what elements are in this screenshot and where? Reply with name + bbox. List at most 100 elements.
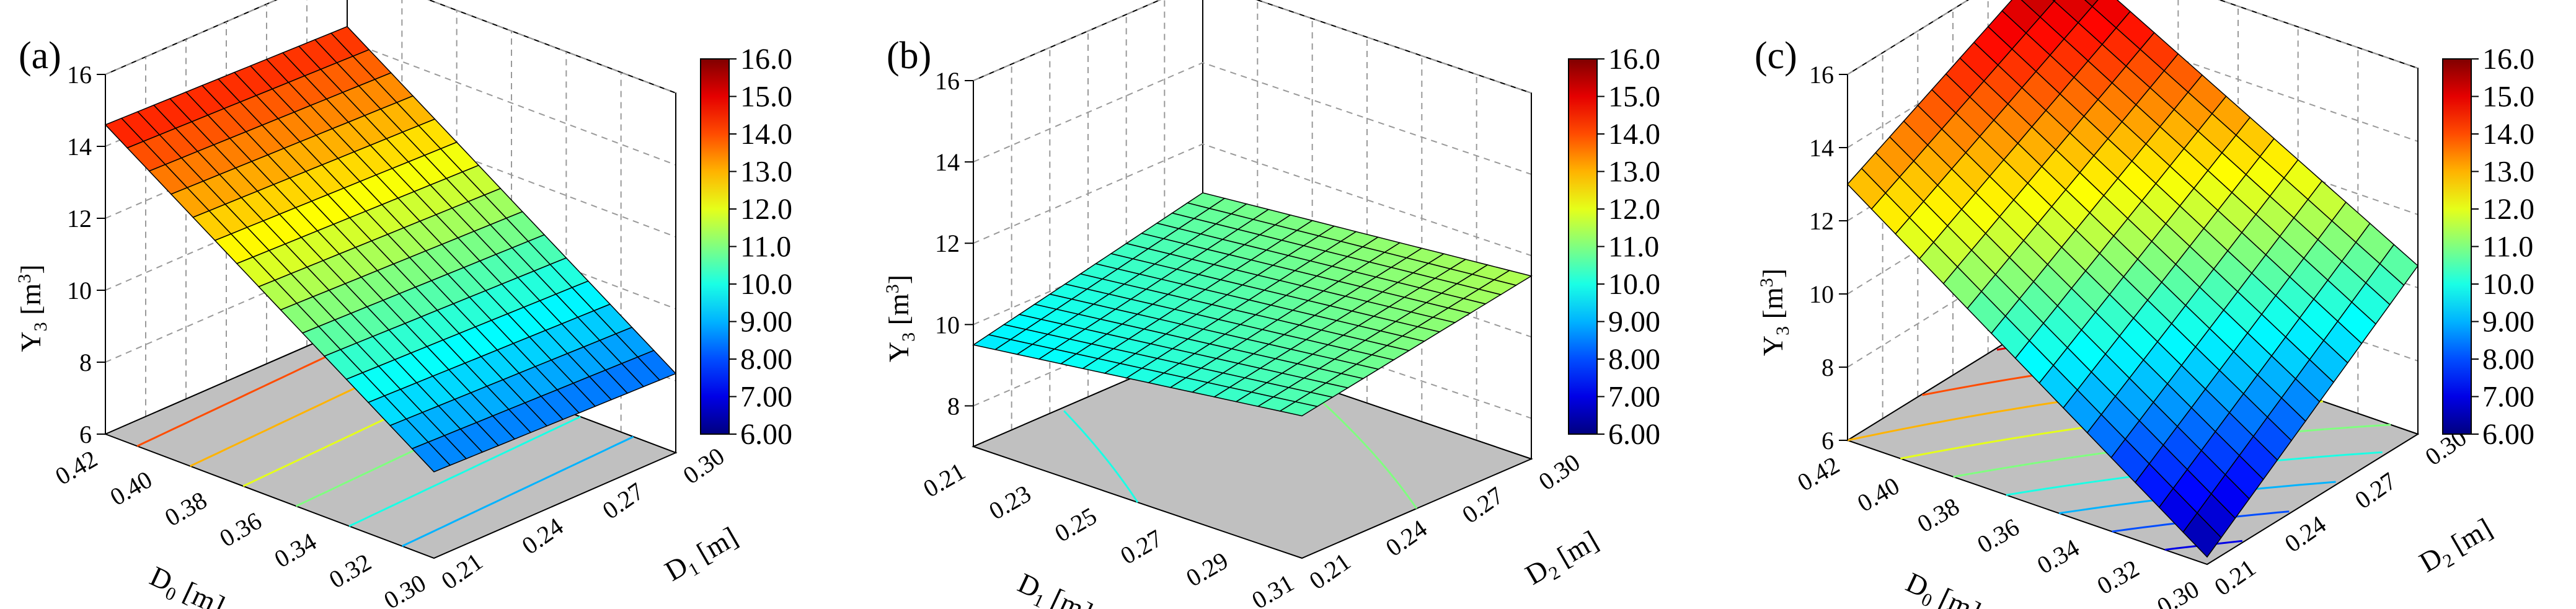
z-axis-title: Y3 [m3] [14, 264, 51, 352]
z-axis-title-unit: [m [15, 283, 46, 322]
x-axis-title-unit: [m] [172, 572, 229, 609]
z-tick-label: 14 [1809, 134, 1834, 162]
x-axis-title-unit: [m] [1040, 579, 1097, 609]
x-axis-title: D0 [m] [1900, 566, 1986, 609]
z-axis-title: Y3 [m3] [1756, 269, 1793, 356]
colorbar-label: 10.0 [1608, 268, 1660, 301]
colorbar-label: 15.0 [2482, 81, 2534, 113]
x-tick-label: 0.42 [1792, 451, 1844, 497]
x-tick-label: 0.31 [1247, 569, 1298, 609]
y-tick-label: 0.21 [2209, 553, 2260, 601]
colorbar-label: 13.0 [1608, 156, 1660, 189]
colorbar-label: 14.0 [740, 118, 792, 151]
colorbar-label: 8.00 [740, 343, 792, 376]
colorbar-label: 9.00 [1608, 306, 1660, 339]
z-tick-label: 6 [79, 420, 92, 448]
z-tick-label: 16 [1809, 61, 1834, 89]
panel-label: (b) [887, 35, 931, 77]
z-tick-label: 16 [67, 61, 92, 89]
colorbar-label: 7.00 [1608, 381, 1660, 414]
surface-cell [2084, 0, 2099, 7]
colorbar-label: 8.00 [2482, 343, 2534, 376]
floor-contour [402, 435, 634, 547]
colorbar-label: 12.0 [740, 193, 792, 226]
colorbar-label: 6.00 [2482, 418, 2534, 451]
x-tick-label: 0.32 [324, 548, 376, 593]
colorbar-label: 12.0 [2482, 193, 2534, 226]
z-axis-title-sup: 3 [882, 284, 903, 293]
x-tick-label: 0.32 [2092, 554, 2144, 600]
z-axis-title-main: Y [1757, 336, 1789, 356]
colorbar-label: 11.0 [1608, 231, 1659, 264]
colorbar-label: 7.00 [740, 381, 792, 414]
surface-cell [2182, 512, 2222, 558]
colorbar-label: 8.00 [1608, 343, 1660, 376]
z-tick-label: 12 [67, 205, 92, 233]
z-tick-label: 10 [1809, 280, 1834, 308]
colorbar-label: 16.0 [740, 43, 792, 76]
colorbar-label: 7.00 [2482, 381, 2534, 414]
z-tick-label: 10 [67, 277, 92, 304]
x-tick-label: 0.34 [270, 527, 321, 573]
colorbar-label: 13.0 [740, 156, 792, 189]
z-tick-label: 12 [935, 229, 960, 257]
colorbar-label: 14.0 [2482, 118, 2534, 151]
z-tick-label: 14 [67, 133, 92, 161]
surface-cell [411, 442, 451, 473]
colorbar-label: 15.0 [740, 81, 792, 113]
y-axis-title: D1 [m] [660, 520, 745, 590]
surface-cell [1278, 401, 1319, 417]
x-tick-label: 0.38 [1913, 492, 1964, 538]
y-tick-label: 0.30 [678, 442, 729, 489]
colorbar-label: 11.0 [740, 231, 791, 264]
x-tick-label: 0.34 [2032, 533, 2084, 579]
x-tick-label: 0.36 [215, 507, 266, 553]
colorbar [1568, 58, 1598, 435]
colorbar-label: 11.0 [2482, 231, 2533, 264]
x-tick-label: 0.21 [918, 457, 970, 503]
z-tick-label: 8 [1821, 353, 1834, 381]
z-axis-title-main: Y [883, 342, 914, 362]
x-tick-label: 0.30 [379, 569, 430, 609]
z-gridline [973, 0, 1532, 94]
x-tick-label: 0.25 [1050, 502, 1101, 548]
z-axis-title-close: ] [1757, 269, 1789, 278]
z-tick-label: 12 [1809, 207, 1834, 235]
x-axis-title: D0 [m] [143, 560, 229, 609]
x-axis-title-unit: [m] [1928, 579, 1985, 609]
z-axis-title-sub: 3 [1773, 326, 1793, 336]
colorbar-label: 14.0 [1608, 118, 1660, 151]
colorbar-label: 10.0 [740, 268, 792, 301]
colorbar-label: 6.00 [1608, 418, 1660, 451]
x-axis-title: D1 [m] [1011, 567, 1097, 609]
z-tick-label: 16 [935, 67, 960, 95]
y-axis-title: D2 [m] [1520, 524, 1606, 594]
colorbar-label: 16.0 [1608, 43, 1660, 76]
x-tick-label: 0.40 [105, 465, 157, 511]
floor-contour [1063, 410, 1139, 503]
x-tick-label: 0.27 [1115, 524, 1167, 570]
colorbar-label: 10.0 [2482, 268, 2534, 301]
z-axis-title-sup: 3 [1756, 278, 1777, 287]
y-axis-title: D2 [m] [2414, 512, 2500, 582]
panel-label: (c) [1755, 35, 1797, 77]
x-tick-label: 0.40 [1852, 471, 1904, 517]
z-axis-title-sup: 3 [14, 274, 35, 283]
z-tick-label: 8 [79, 349, 92, 376]
z-tick-label: 14 [935, 148, 960, 176]
z-gridline [1847, 0, 2419, 75]
colorbar [700, 58, 730, 435]
z-tick-label: 8 [947, 392, 960, 420]
z-axis-title-close: ] [15, 264, 46, 273]
colorbar [2442, 58, 2472, 435]
colorbar-label: 12.0 [1608, 193, 1660, 226]
z-axis-title-sub: 3 [30, 322, 51, 331]
y-tick-label: 0.27 [2350, 466, 2401, 514]
panel-label: (a) [19, 35, 61, 77]
colorbar-label: 16.0 [2482, 43, 2534, 76]
z-axis-title: Y3 [m3] [882, 275, 919, 362]
